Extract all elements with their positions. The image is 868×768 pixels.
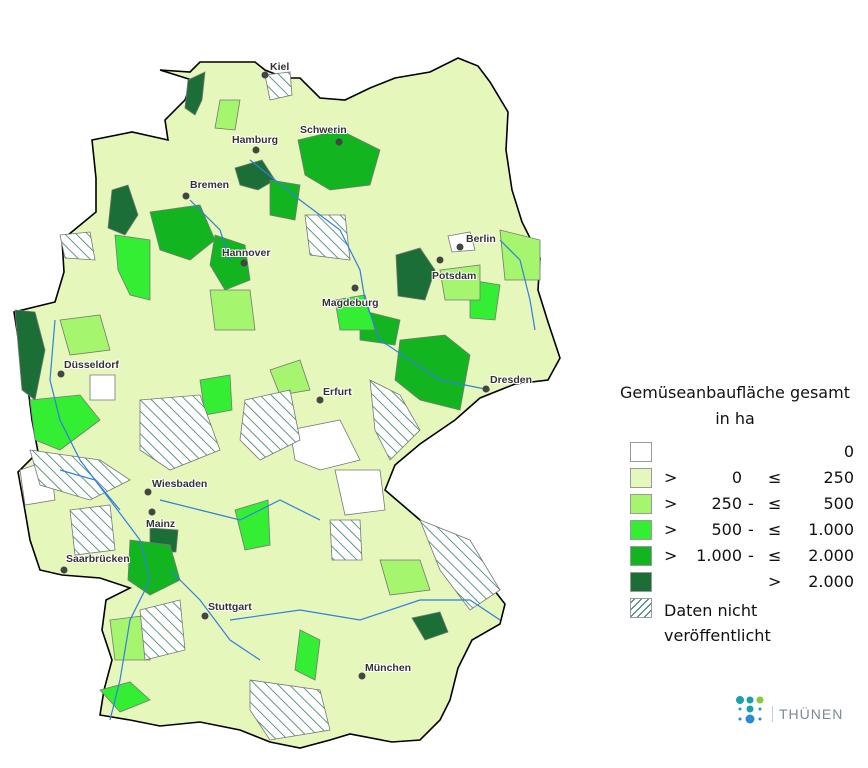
legend-row: 0: [606, 440, 864, 466]
city-dresden: Dresden: [482, 373, 533, 393]
legend-from: 250: [711, 494, 742, 513]
city-label-berlin: Berlin: [466, 233, 496, 245]
legend-gt: >: [664, 546, 678, 565]
city-mainz: Mainz: [145, 508, 176, 531]
city-label-saarbruecken: Saarbrücken: [66, 553, 130, 565]
city-markers: Kiel Hamburg Schwerin Bremen Berlin Pots…: [57, 60, 533, 680]
legend-swatch: [630, 442, 652, 462]
legend-swatch: [630, 546, 652, 566]
legend-row: >500- ≤1.000: [606, 518, 864, 544]
legend-gt: >: [664, 494, 678, 513]
city-label-hamburg: Hamburg: [232, 134, 278, 146]
legend-swatch: [630, 468, 652, 488]
legend-to: 250: [823, 468, 854, 487]
legend-dash: -: [748, 546, 754, 565]
logo-text: THÜNEN: [772, 706, 843, 722]
legend-gt: >: [664, 468, 678, 487]
city-wiesbaden: Wiesbaden: [144, 477, 208, 496]
city-berlin: Berlin: [456, 232, 497, 251]
legend-le: ≤: [768, 494, 782, 513]
legend-swatch: [630, 520, 652, 540]
legend-to: 1.000: [808, 520, 854, 539]
city-label-magdeburg: Magdeburg: [322, 297, 379, 309]
legend-title-line1: Gemüseanbaufläche gesamt: [620, 383, 850, 402]
city-label-dresden: Dresden: [490, 374, 532, 386]
city-label-wiesbaden: Wiesbaden: [152, 478, 207, 490]
legend-row: >2.000: [606, 570, 864, 596]
legend-swatch: [630, 494, 652, 514]
legend-swatch: [630, 572, 652, 592]
city-magdeburg: Magdeburg: [321, 284, 380, 310]
city-schwerin: Schwerin: [299, 123, 348, 146]
city-label-hannover: Hannover: [222, 247, 270, 259]
city-label-muenchen: München: [365, 662, 411, 674]
legend: Gemüseanbaufläche gesamt in ha 0 >0 ≤250 >2…: [606, 380, 864, 648]
legend-le: ≤: [768, 520, 782, 539]
legend-rows: 0 >0 ≤250 >250- ≤500 >500- ≤1.000 >1.000- ≤2.000…: [606, 440, 864, 596]
city-hannover: Hannover: [221, 246, 271, 267]
legend-dash: -: [748, 494, 754, 513]
legend-le: ≤: [768, 468, 782, 487]
legend-to: 500: [823, 494, 854, 513]
legend-to: 2.000: [808, 572, 854, 591]
legend-from: 500: [711, 520, 742, 539]
city-label-duesseldorf: Düsseldorf: [64, 359, 119, 371]
legend-from: 0: [731, 468, 742, 487]
city-potsdam: Potsdam: [431, 256, 477, 283]
city-label-kiel: Kiel: [270, 61, 289, 73]
legend-dash: -: [748, 520, 754, 539]
legend-class-label: 0: [664, 442, 854, 462]
legend-row-no-data: Daten nicht veröffentlicht: [606, 596, 864, 648]
city-bremen: Bremen: [182, 178, 230, 200]
city-label-erfurt: Erfurt: [323, 386, 352, 398]
city-label-schwerin: Schwerin: [300, 124, 347, 136]
legend-le: ≤: [768, 546, 782, 565]
legend-title-line2: in ha: [715, 409, 755, 428]
germany-map: Kiel Hamburg Schwerin Bremen Berlin Pots…: [13, 57, 561, 749]
city-kiel: Kiel: [261, 60, 290, 79]
legend-row: >0 ≤250: [606, 466, 864, 492]
city-stuttgart: Stuttgart: [201, 600, 253, 620]
legend-no-data-line2: veröffentlicht: [664, 626, 771, 645]
legend-class-label: >250- ≤500: [664, 494, 854, 514]
legend-le: >: [768, 572, 782, 591]
city-duesseldorf: Düsseldorf: [57, 358, 120, 378]
city-muenchen: München: [358, 661, 412, 680]
legend-to: 0: [843, 442, 854, 461]
legend-class-label: >2.000: [664, 572, 854, 592]
city-hamburg: Hamburg: [231, 133, 279, 154]
city-label-potsdam: Potsdam: [432, 270, 476, 282]
legend-gt: >: [664, 520, 678, 539]
legend-to: 2.000: [808, 546, 854, 565]
rivers: [49, 159, 536, 721]
city-label-stuttgart: Stuttgart: [208, 601, 252, 613]
logo-dots-icon: [736, 696, 764, 724]
legend-class-label: >1.000- ≤2.000: [664, 546, 854, 566]
legend-row: >250- ≤500: [606, 492, 864, 518]
legend-row: >1.000- ≤2.000: [606, 544, 864, 570]
city-saarbruecken: Saarbrücken: [60, 552, 131, 574]
legend-no-data-line1: Daten nicht: [664, 601, 758, 620]
legend-title: Gemüseanbaufläche gesamt in ha: [606, 380, 864, 432]
city-label-bremen: Bremen: [190, 179, 229, 191]
legend-from: 1.000: [696, 546, 742, 565]
city-label-mainz: Mainz: [146, 518, 175, 530]
district-regions: [14, 71, 541, 741]
legend-swatch-hatch: [630, 598, 652, 618]
thuenen-logo: THÜNEN: [728, 690, 844, 736]
legend-class-label: >500- ≤1.000: [664, 520, 854, 540]
legend-class-label: >0 ≤250: [664, 468, 854, 488]
city-erfurt: Erfurt: [316, 385, 353, 404]
